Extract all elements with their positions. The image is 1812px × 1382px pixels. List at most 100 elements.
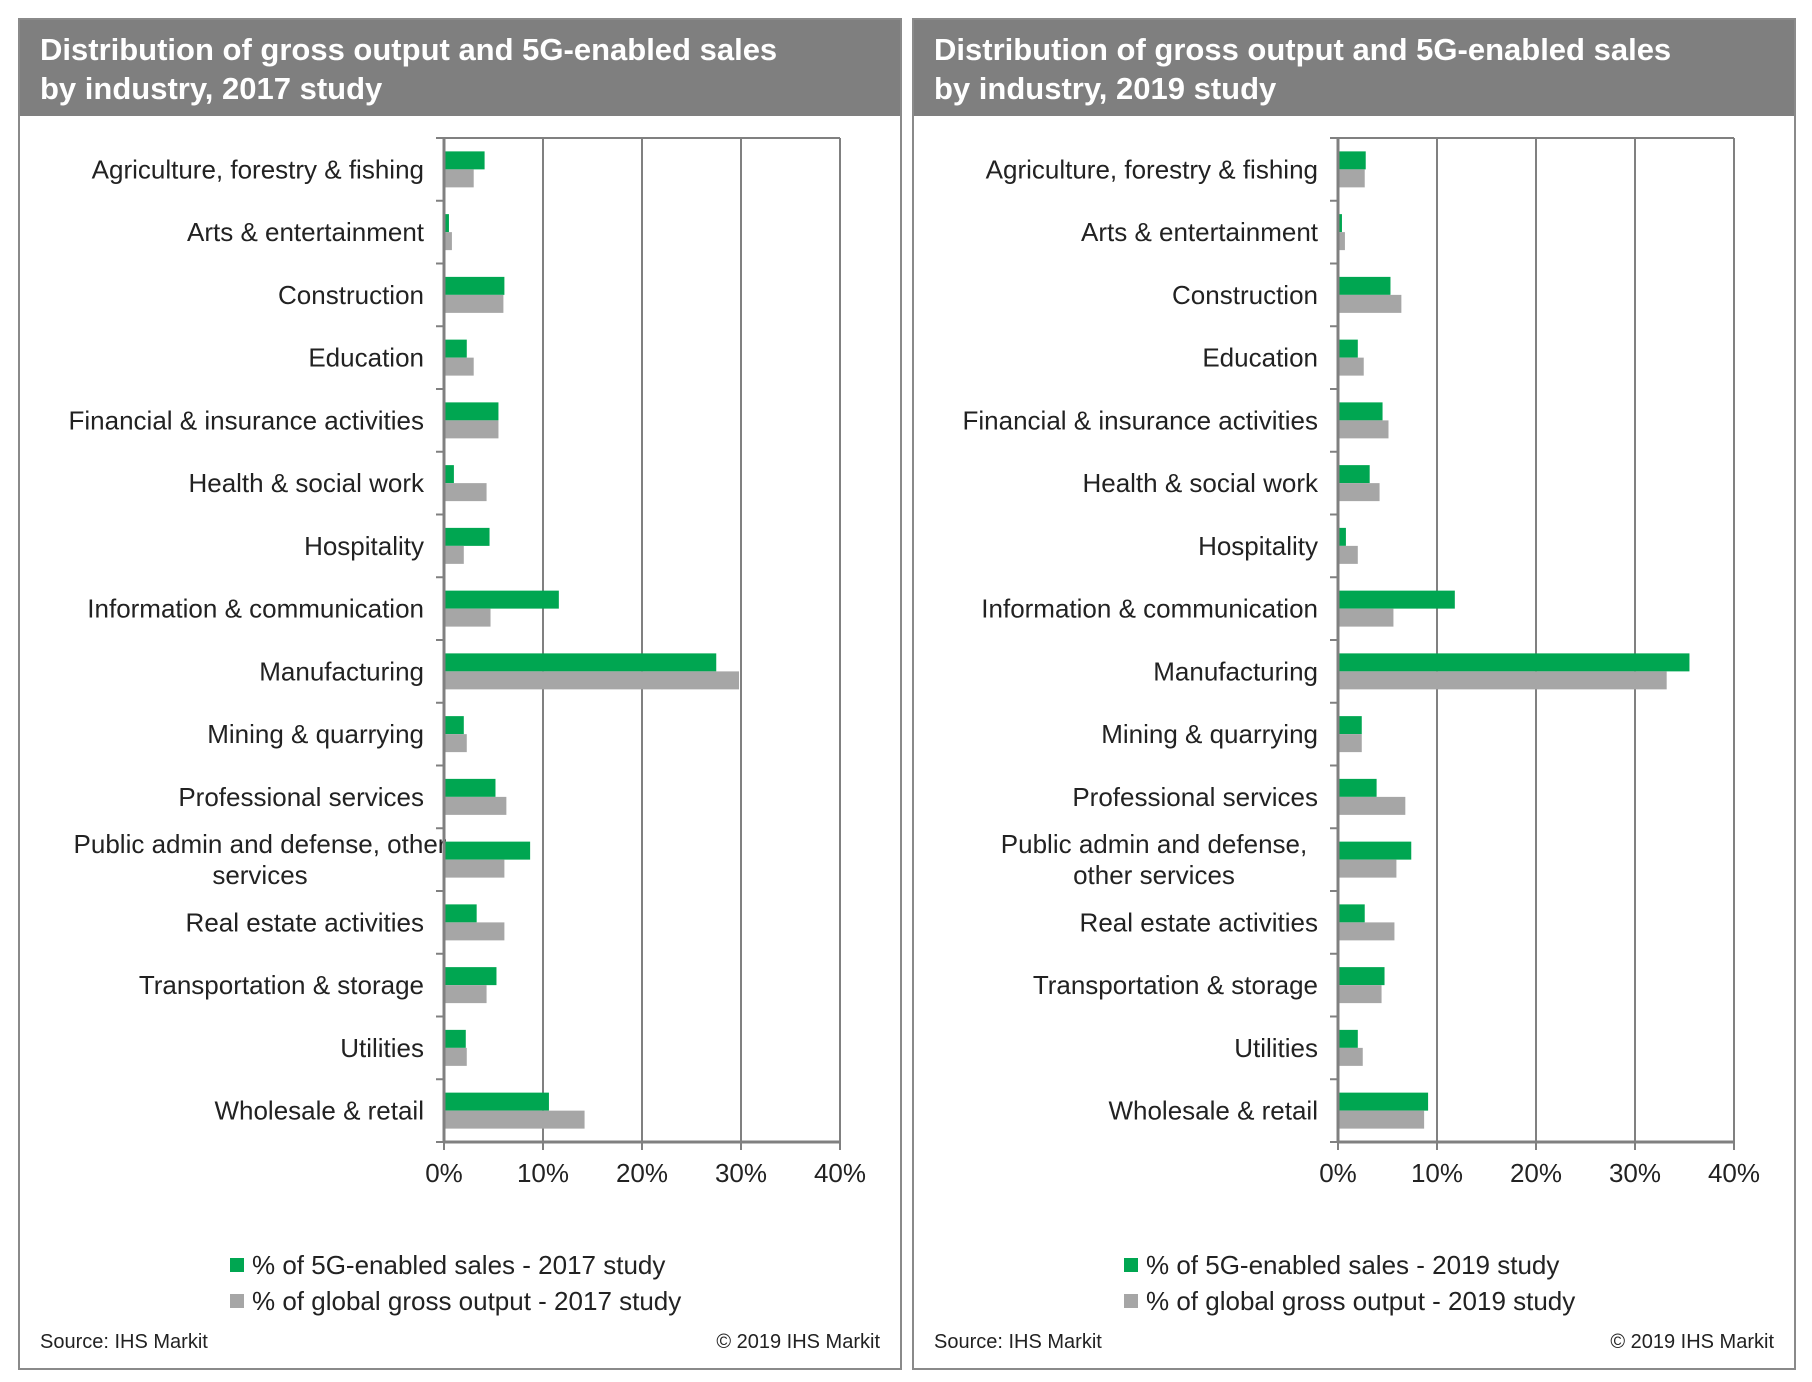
chart-title-line-1: Distribution of gross output and 5G-enab… — [934, 32, 1672, 67]
bar-gross-output — [1338, 796, 1406, 815]
bar-gross-output — [1338, 294, 1402, 313]
bar-gross-output — [1338, 922, 1395, 941]
copyright-note: © 2019 IHS Markit — [1610, 1331, 1774, 1353]
bar-5g-sales — [444, 653, 717, 672]
bar-gross-output — [1338, 545, 1358, 564]
category-label: Information & communication — [87, 594, 424, 624]
legend-label-sales: % of 5G-enabled sales - 2019 study — [1146, 1250, 1560, 1280]
copyright-note: © 2019 IHS Markit — [716, 1331, 880, 1353]
x-tick-label: 0% — [425, 1158, 463, 1188]
bar-gross-output — [444, 232, 452, 251]
chart-title-line-1: Distribution of gross output and 5G-enab… — [40, 32, 778, 67]
bar-5g-sales — [444, 1092, 549, 1111]
category-label: Mining & quarrying — [1101, 719, 1318, 749]
category-label: Utilities — [1234, 1033, 1318, 1063]
category-label: services — [212, 860, 307, 890]
bar-gross-output — [1338, 420, 1389, 439]
bar-5g-sales — [1338, 653, 1690, 672]
bar-5g-sales — [444, 465, 454, 484]
bar-gross-output — [444, 734, 467, 753]
bar-5g-sales — [1338, 402, 1383, 421]
bar-gross-output — [1338, 608, 1394, 627]
source-note: Source: IHS Markit — [934, 1331, 1102, 1353]
bar-gross-output — [1338, 734, 1362, 753]
chart-title-line-2: by industry, 2017 study — [40, 71, 383, 106]
category-label: Transportation & storage — [1033, 970, 1318, 1000]
legend-swatch-sales — [1124, 1258, 1138, 1272]
bar-5g-sales — [444, 1029, 466, 1048]
category-label: Hospitality — [1198, 531, 1318, 561]
category-label: Education — [308, 343, 424, 373]
bar-5g-sales — [444, 590, 559, 609]
bar-gross-output — [1338, 169, 1365, 188]
category-label: Manufacturing — [259, 656, 424, 686]
bar-gross-output — [444, 796, 507, 815]
category-label: Agriculture, forestry & fishing — [92, 154, 424, 184]
category-label: Health & social work — [1082, 468, 1319, 498]
category-label: Wholesale & retail — [1108, 1096, 1318, 1126]
chart-title-line-2: by industry, 2019 study — [934, 71, 1277, 106]
bar-gross-output — [1338, 671, 1667, 690]
legend-swatch-output — [230, 1294, 244, 1308]
category-label: Utilities — [340, 1033, 424, 1063]
bar-5g-sales — [1338, 590, 1455, 609]
category-label: Financial & insurance activities — [69, 405, 425, 435]
category-label: Agriculture, forestry & fishing — [986, 154, 1318, 184]
category-label: other services — [1073, 860, 1235, 890]
category-label: Real estate activities — [186, 907, 424, 937]
category-label: Financial & insurance activities — [963, 405, 1319, 435]
category-label: Real estate activities — [1080, 907, 1318, 937]
bar-gross-output — [444, 1047, 467, 1066]
chart-panel-2017: Distribution of gross output and 5G-enab… — [18, 18, 902, 1370]
category-label: Public admin and defense, — [1001, 829, 1307, 859]
category-label: Professional services — [178, 782, 424, 812]
bar-gross-output — [444, 608, 491, 627]
legend-label-sales: % of 5G-enabled sales - 2017 study — [252, 1250, 666, 1280]
bar-5g-sales — [444, 276, 505, 295]
bar-5g-sales — [444, 841, 531, 860]
category-label: Construction — [278, 280, 424, 310]
x-tick-label: 40% — [814, 1158, 866, 1188]
bar-5g-sales — [1338, 339, 1358, 358]
bar-5g-sales — [1338, 778, 1377, 797]
bar-gross-output — [1338, 483, 1380, 502]
category-label: Mining & quarrying — [207, 719, 424, 749]
bar-5g-sales — [1338, 1029, 1358, 1048]
bar-gross-output — [1338, 1110, 1425, 1129]
bar-gross-output — [1338, 357, 1364, 376]
x-tick-label: 30% — [1609, 1158, 1661, 1188]
bar-chart-2019: 0% 10% 20% 30% 40% Agriculture, forestry & fi… — [963, 137, 1760, 1188]
bar-5g-sales — [444, 214, 449, 233]
panel-header: Distribution of gross output and 5G-enab… — [914, 20, 1794, 116]
bar-5g-sales — [1338, 967, 1385, 986]
bar-gross-output — [444, 483, 487, 502]
bar-5g-sales — [444, 904, 477, 923]
bar-5g-sales — [444, 339, 467, 358]
x-tick-label: 20% — [1510, 1158, 1562, 1188]
bar-5g-sales — [1338, 904, 1365, 923]
category-label: Manufacturing — [1153, 656, 1318, 686]
bar-gross-output — [444, 169, 474, 188]
bar-gross-output — [444, 985, 487, 1004]
bar-gross-output — [1338, 985, 1382, 1004]
bar-5g-sales — [1338, 276, 1391, 295]
x-tick-label: 10% — [517, 1158, 569, 1188]
bar-gross-output — [444, 1110, 585, 1129]
bar-gross-output — [444, 545, 464, 564]
bar-5g-sales — [1338, 527, 1346, 546]
bar-5g-sales — [1338, 465, 1370, 484]
category-label: Information & communication — [981, 594, 1318, 624]
category-label: Transportation & storage — [139, 970, 424, 1000]
bar-5g-sales — [1338, 214, 1342, 233]
bar-gross-output — [444, 357, 474, 376]
bar-gross-output — [444, 859, 505, 878]
bar-5g-sales — [444, 527, 490, 546]
source-note: Source: IHS Markit — [40, 1331, 208, 1353]
x-tick-label: 0% — [1319, 1158, 1357, 1188]
bar-5g-sales — [444, 716, 464, 735]
bar-chart-2017: 0% 10% 20% 30% 40% Agriculture, forestry & fi… — [69, 137, 866, 1188]
panel-header: Distribution of gross output and 5G-enab… — [20, 20, 900, 116]
x-tick-label: 10% — [1411, 1158, 1463, 1188]
category-label: Professional services — [1072, 782, 1318, 812]
legend-swatch-sales — [230, 1258, 244, 1272]
